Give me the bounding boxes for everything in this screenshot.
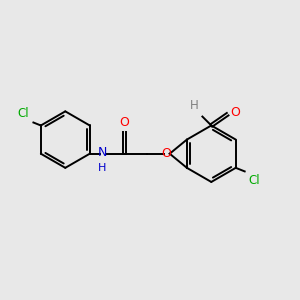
Text: O: O [120, 116, 130, 129]
Text: O: O [161, 147, 171, 160]
Text: Cl: Cl [17, 106, 29, 119]
Text: Cl: Cl [248, 174, 260, 187]
Text: O: O [231, 106, 241, 119]
Text: H: H [98, 163, 106, 173]
Text: H: H [190, 99, 199, 112]
Text: N: N [98, 146, 107, 159]
